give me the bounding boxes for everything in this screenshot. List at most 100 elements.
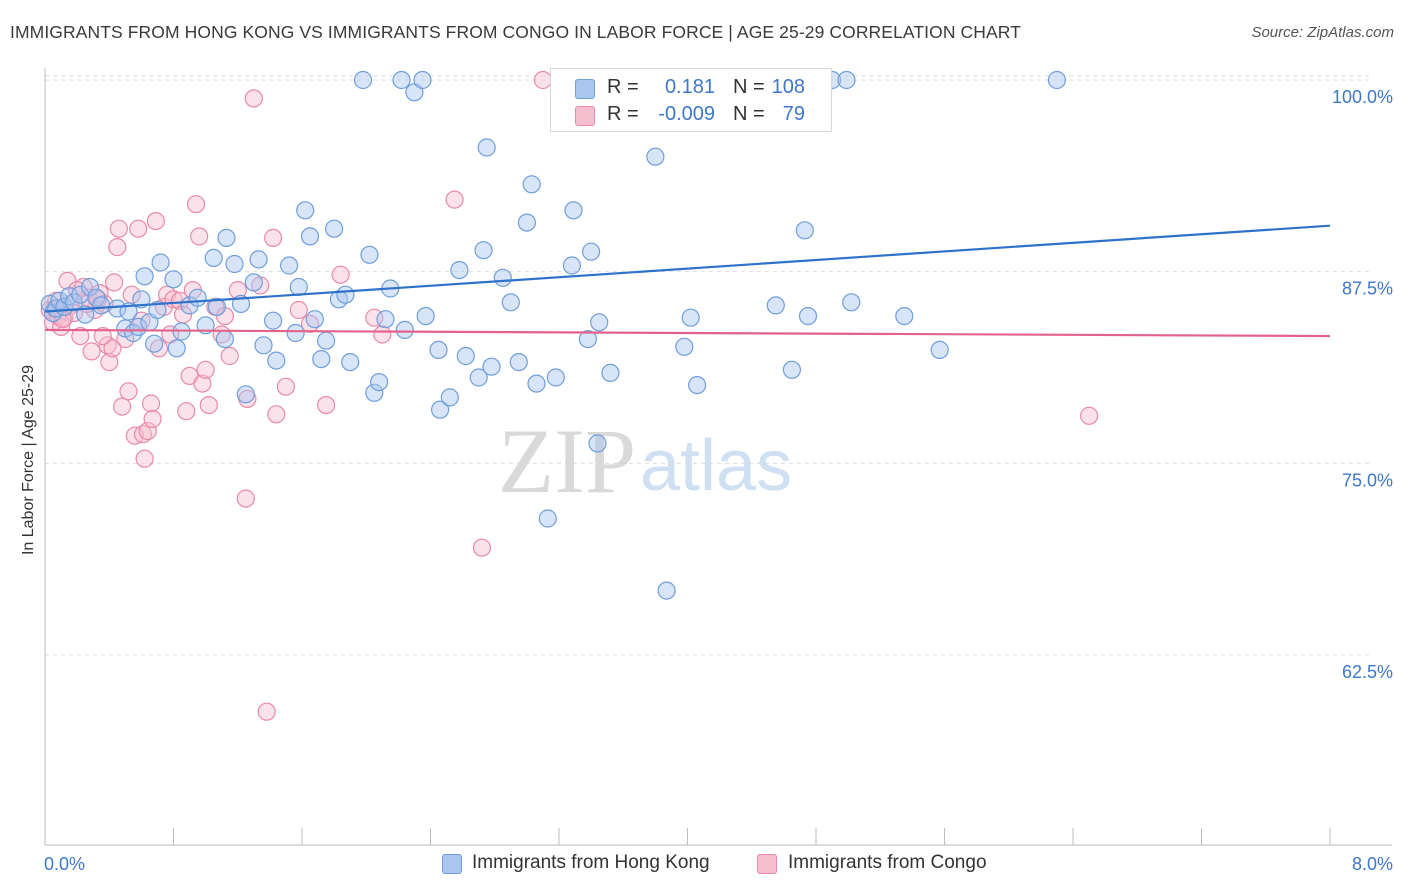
data-point <box>373 325 392 344</box>
data-point <box>93 327 112 346</box>
data-point <box>376 310 395 329</box>
data-point <box>207 297 226 316</box>
data-point <box>588 434 607 453</box>
data-point <box>135 267 154 286</box>
watermark-zip: ZIP <box>498 410 636 512</box>
legend-r-label: R = <box>607 76 639 98</box>
legend-r-label: R = <box>607 103 639 125</box>
data-point <box>80 277 100 297</box>
data-point <box>681 308 700 327</box>
data-point <box>50 291 69 310</box>
data-point <box>193 374 212 393</box>
data-point <box>244 273 263 292</box>
x-tick-label: 0.0% <box>44 854 85 874</box>
legend-n-label: N = <box>733 103 765 125</box>
data-point <box>199 396 218 415</box>
data-point <box>474 241 493 260</box>
data-point <box>413 70 432 90</box>
y-tick-label: 62.5% <box>1342 662 1393 682</box>
data-point <box>167 339 186 358</box>
data-point <box>522 175 541 194</box>
data-point <box>331 265 350 284</box>
data-point <box>264 311 283 330</box>
legend-swatch-congo <box>575 106 595 126</box>
data-point <box>276 377 295 396</box>
data-point <box>236 385 255 404</box>
gridlines <box>45 75 1370 656</box>
data-point <box>517 213 537 232</box>
data-point <box>119 382 138 401</box>
legend-r-value: -0.009 <box>658 103 715 125</box>
data-point <box>146 212 165 231</box>
data-point <box>546 368 565 387</box>
data-point <box>129 219 148 238</box>
data-point <box>188 288 207 307</box>
series-legend: Immigrants from Hong Kong Immigrants fro… <box>0 852 1406 878</box>
data-point <box>564 201 583 220</box>
data-point <box>456 346 475 366</box>
data-point <box>249 250 268 269</box>
data-point <box>76 305 95 324</box>
data-point <box>151 253 170 272</box>
data-point <box>842 293 861 312</box>
chart-title: IMMIGRANTS FROM HONG KONG VS IMMIGRANTS … <box>10 22 1021 42</box>
legend-n-label: N = <box>733 76 765 98</box>
legend-label-congo: Immigrants from Congo <box>788 852 987 873</box>
data-point <box>148 300 167 320</box>
data-point <box>112 397 132 416</box>
data-point <box>395 320 414 339</box>
data-point <box>590 313 609 332</box>
data-point <box>100 353 119 372</box>
legend-n-value: 79 <box>782 103 805 125</box>
data-point <box>353 70 373 90</box>
data-point <box>145 334 164 353</box>
data-point <box>217 228 236 247</box>
data-point <box>196 360 215 379</box>
data-point <box>280 256 299 275</box>
legend-swatch-congo <box>757 854 777 874</box>
data-point <box>64 293 84 312</box>
data-point <box>798 307 818 326</box>
data-point <box>220 346 239 366</box>
data-point <box>264 228 283 247</box>
data-point <box>124 323 143 343</box>
data-point <box>472 538 491 557</box>
watermark-atlas: atlas <box>640 426 792 506</box>
data-point <box>501 293 520 312</box>
y-tick-label: 75.0% <box>1342 470 1393 490</box>
data-point <box>244 89 263 108</box>
data-point <box>341 353 360 372</box>
data-point <box>289 300 308 320</box>
series-hong-kong-points <box>40 70 1067 600</box>
data-point <box>469 368 488 387</box>
data-point <box>267 405 286 424</box>
data-point <box>300 227 320 246</box>
data-point <box>795 221 814 240</box>
data-point <box>365 383 384 402</box>
data-point <box>225 254 244 274</box>
legend-n-value: 108 <box>771 76 805 98</box>
data-point <box>687 376 707 395</box>
data-point <box>170 291 189 310</box>
data-point <box>482 357 501 376</box>
data-point <box>82 342 101 361</box>
data-point <box>646 147 665 166</box>
data-point <box>215 330 234 349</box>
trend-line-hong-kong <box>44 224 1331 313</box>
data-point <box>392 70 411 90</box>
series-congo-points <box>40 70 1099 721</box>
data-point <box>196 316 215 335</box>
data-point <box>164 270 183 289</box>
data-point <box>132 290 151 309</box>
data-point <box>204 248 223 267</box>
data-point <box>92 296 111 315</box>
y-tick-label: 87.5% <box>1342 279 1393 299</box>
data-point <box>186 195 206 214</box>
source-label: Source: ZipAtlas.com <box>1251 24 1394 41</box>
x-tick-label: 8.0% <box>1352 854 1393 874</box>
data-point <box>360 245 379 264</box>
data-point <box>108 299 127 318</box>
data-point <box>135 449 154 468</box>
data-point <box>440 388 459 407</box>
data-point <box>930 340 949 359</box>
